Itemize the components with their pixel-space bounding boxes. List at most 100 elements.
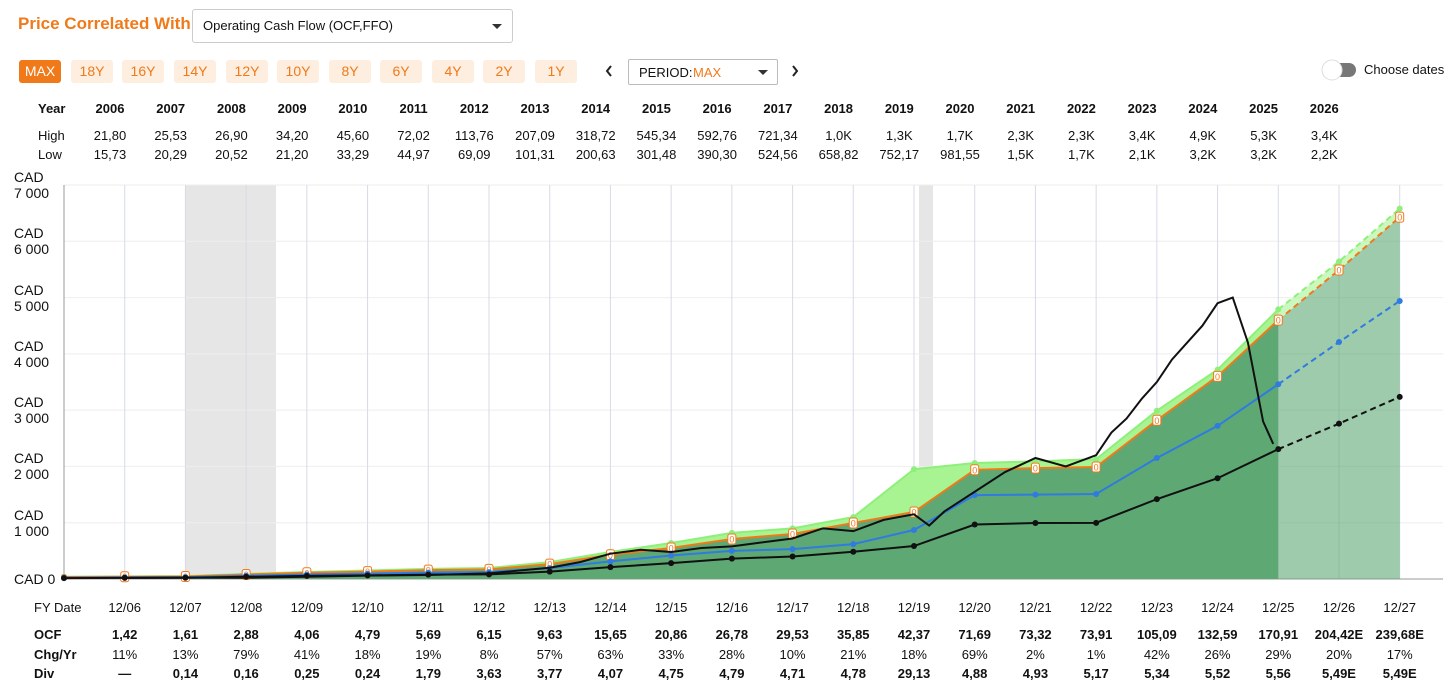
select-arrow [758, 70, 768, 75]
period-button[interactable]: 18Y [71, 60, 113, 83]
x-tick-label: 12/25 [1261, 600, 1295, 615]
period-button[interactable]: 2Y [483, 60, 525, 83]
x-tick-label: 12/15 [654, 600, 688, 615]
marker-label: 0 [1215, 372, 1220, 382]
cell: 57% [536, 646, 563, 662]
marker-label: 0 [729, 535, 734, 545]
x-tick-label: 12/18 [837, 600, 870, 615]
cell: 5,17 [1083, 666, 1109, 681]
period-button[interactable]: 4Y [432, 60, 474, 83]
low: 1,7K [1068, 147, 1095, 162]
marker-label: 0 [972, 465, 977, 475]
marker [1093, 519, 1100, 526]
cell: 8% [479, 646, 499, 662]
marker [1153, 496, 1160, 503]
cell: 63% [597, 646, 624, 662]
x-tick-label: 12/07 [169, 600, 202, 615]
marker [1032, 519, 1039, 526]
period-button[interactable]: 10Y [277, 60, 319, 83]
marker [1213, 370, 1223, 382]
y-tick-label: CAD 4 000 [14, 337, 50, 370]
year: 2023 [1127, 101, 1157, 116]
cell: 18% [354, 646, 381, 662]
cell: 105,09 [1136, 627, 1177, 642]
high: 2,3K [1068, 128, 1095, 143]
cell: 17% [1386, 646, 1413, 662]
row-label: High [38, 128, 65, 143]
x-tick-label: 12/24 [1201, 600, 1234, 615]
low: 2,2K [1310, 147, 1338, 162]
cell: 132,59 [1197, 627, 1238, 642]
cell: 5,69 [415, 627, 441, 642]
date-toggle[interactable] [1320, 58, 1360, 82]
low: 15,73 [93, 147, 127, 162]
marker [1335, 339, 1342, 346]
period-label: PERIOD: [639, 65, 693, 80]
marker [1153, 454, 1160, 461]
cell: — [118, 666, 132, 681]
cell: 29,53 [776, 627, 809, 642]
marker [1396, 393, 1403, 400]
high: 72,02 [397, 128, 430, 143]
high: 2,3K [1007, 128, 1035, 143]
marker-label: 0 [1336, 265, 1341, 275]
year: 2015 [641, 101, 671, 116]
cell: 18% [900, 646, 927, 662]
marker [910, 466, 917, 473]
cell: 5,56 [1265, 666, 1291, 681]
metric-dropdown[interactable]: Operating Cash Flow (OCF,FFO) [192, 9, 513, 43]
year: 2025 [1249, 101, 1279, 116]
cell: 19% [415, 646, 442, 662]
cell: 0,24 [354, 666, 381, 681]
year: 2021 [1006, 101, 1036, 116]
cell: 79% [233, 646, 260, 662]
high: 4,9K [1189, 128, 1217, 143]
cell: 1,42 [112, 627, 138, 642]
marker [1275, 446, 1282, 453]
high: 45,60 [336, 128, 370, 143]
cell: 9,63 [537, 627, 563, 642]
marker [668, 560, 675, 567]
cell: 4,88 [962, 666, 988, 681]
marker [607, 558, 614, 565]
period-button[interactable]: 16Y [122, 60, 164, 83]
marker [1273, 314, 1283, 326]
cell: 28% [718, 646, 745, 662]
marker [1396, 297, 1403, 304]
cell: 35,85 [837, 627, 870, 642]
x-tick-label: 12/19 [897, 600, 931, 615]
marker [61, 575, 67, 582]
period-button[interactable]: MAX [19, 60, 61, 83]
marker-label: 0 [1154, 416, 1159, 426]
period-select[interactable]: PERIOD: MAX [628, 59, 778, 85]
marker [1335, 420, 1342, 427]
marker [1214, 422, 1221, 429]
period-button[interactable]: 1Y [535, 60, 577, 83]
area [64, 320, 1279, 579]
year: 2006 [95, 101, 125, 116]
high: 592,76 [697, 128, 738, 143]
marker [1093, 491, 1100, 498]
year: 2022 [1066, 101, 1096, 116]
marker [1395, 211, 1405, 223]
marker [121, 574, 128, 581]
next-arrow[interactable] [790, 64, 800, 78]
low: 20,29 [154, 147, 187, 162]
x-tick-label: 12/16 [715, 600, 749, 615]
prev-arrow[interactable] [604, 64, 614, 78]
marker [546, 568, 553, 575]
cell: 1,61 [172, 627, 199, 642]
cell: 4,75 [658, 666, 684, 681]
period-button[interactable]: 6Y [380, 60, 422, 83]
period-button[interactable]: 14Y [174, 60, 216, 83]
marker-label: 0 [1397, 213, 1402, 223]
x-tick-label: 12/14 [594, 600, 627, 615]
period-button[interactable]: 8Y [329, 60, 371, 83]
year: 2014 [581, 101, 611, 116]
cell: 204,42E [1314, 627, 1364, 642]
y-tick-label: CAD 6 000 [14, 225, 50, 258]
cell: 5,34 [1144, 666, 1170, 681]
x-tick-label: 12/08 [229, 600, 263, 615]
year-header: Year [38, 101, 66, 116]
period-button[interactable]: 12Y [226, 60, 268, 83]
